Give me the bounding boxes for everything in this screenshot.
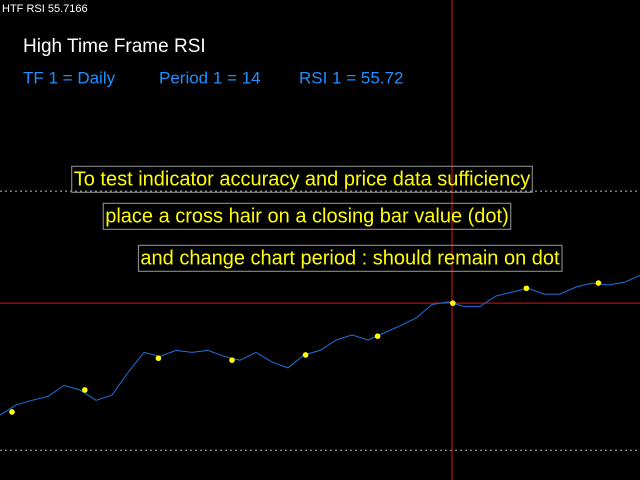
closing-dot [595, 280, 602, 286]
annotation: place a cross hair on a closing bar valu… [105, 205, 509, 227]
annotation-box [102, 202, 512, 230]
closing-dot [302, 352, 309, 358]
closing-dot [9, 409, 15, 415]
annotation-box [137, 244, 563, 272]
closing-dot [82, 387, 88, 393]
window-label: HTF RSI 55.7166 [2, 3, 88, 15]
annotation: and change chart period : should remain … [140, 247, 560, 269]
closing-dot [155, 355, 162, 362]
closing-dot [374, 333, 381, 339]
annotations: To test indicator accuracy and price dat… [71, 165, 563, 272]
annotation: To test indicator accuracy and price dat… [74, 168, 531, 190]
closing-dot [450, 300, 456, 306]
rsi-line [0, 274, 640, 416]
closing-dot [229, 357, 235, 363]
annotation-box [71, 165, 533, 193]
closing-dot [523, 285, 530, 292]
info-rsi: RSI 1 = 55.72 [299, 68, 403, 87]
info-tf: TF 1 = Daily [23, 68, 116, 87]
info-period: Period 1 = 14 [159, 68, 261, 87]
chart-title: High Time Frame RSI [23, 36, 206, 57]
